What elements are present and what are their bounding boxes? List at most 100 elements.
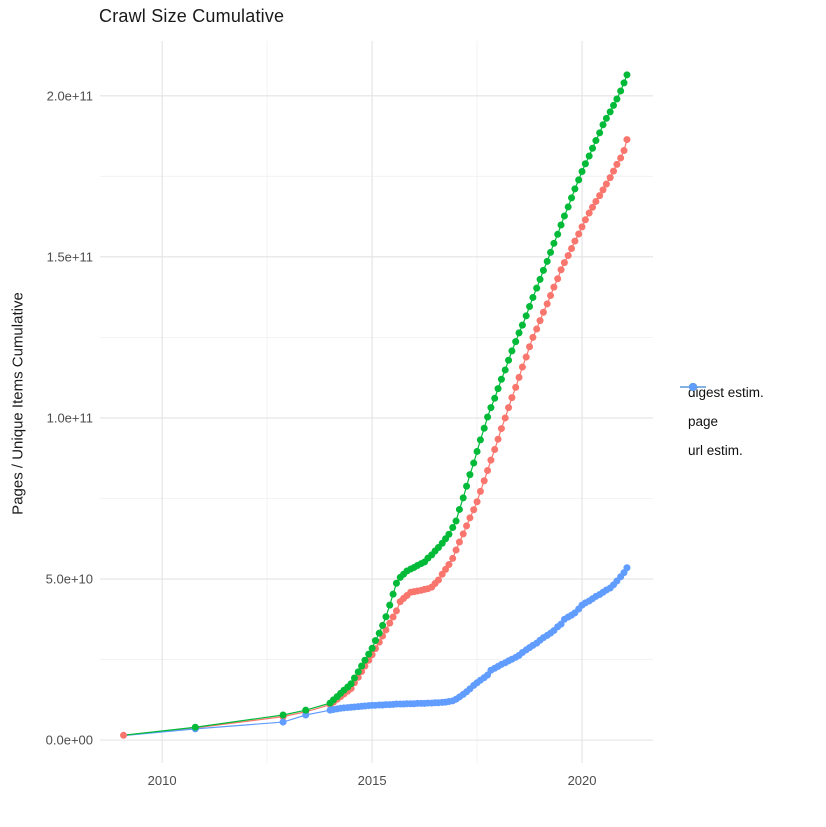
data-point <box>578 223 586 231</box>
data-point <box>463 522 471 530</box>
data-point <box>392 607 400 615</box>
data-point <box>613 95 621 103</box>
data-point <box>547 292 555 300</box>
data-point <box>610 167 618 175</box>
data-point <box>571 185 579 193</box>
data-point <box>445 530 453 538</box>
grid-minor <box>100 41 653 763</box>
data-point <box>602 114 610 122</box>
data-point <box>389 590 397 598</box>
data-point <box>589 203 597 211</box>
legend-item: url estim. <box>678 383 764 465</box>
data-point <box>449 523 457 531</box>
data-point <box>459 494 467 502</box>
y-tick-label: 5.0e+10 <box>46 572 93 587</box>
data-point <box>476 436 484 444</box>
data-point <box>368 644 376 652</box>
data-point <box>350 674 358 682</box>
data-point <box>533 284 541 292</box>
data-point <box>613 160 621 168</box>
data-point <box>617 87 625 95</box>
data-point <box>578 167 586 175</box>
data-point <box>575 176 583 184</box>
data-point <box>550 239 558 247</box>
y-tick-label: 0.0e+00 <box>46 733 93 748</box>
data-point <box>539 308 547 316</box>
x-tick-label: 2015 <box>358 773 387 788</box>
data-point <box>358 662 366 670</box>
y-tick-label: 1.5e+11 <box>47 249 93 264</box>
data-point <box>392 579 400 587</box>
data-point <box>347 680 355 688</box>
data-point <box>554 275 562 283</box>
data-point <box>466 514 474 522</box>
data-point <box>543 257 551 265</box>
data-point <box>452 546 460 554</box>
y-tick-label: 2.0e+11 <box>47 88 93 103</box>
data-point <box>434 576 442 584</box>
x-tick-label: 2020 <box>568 773 597 788</box>
data-point <box>487 456 495 464</box>
data-point <box>491 394 499 402</box>
y-tick-label: 1.0e+11 <box>47 410 93 425</box>
data-point <box>526 343 534 351</box>
data-point <box>279 711 287 719</box>
legend-label: page <box>688 414 719 429</box>
chart-title: Crawl Size Cumulative <box>99 6 285 26</box>
data-point <box>592 137 600 145</box>
data-point <box>379 621 387 629</box>
legend-label: digest estim. <box>688 385 764 400</box>
data-point <box>623 71 631 79</box>
data-point <box>557 221 565 229</box>
data-point <box>606 108 614 116</box>
data-point <box>568 244 576 252</box>
data-point <box>445 561 453 569</box>
data-point <box>484 413 492 421</box>
data-point <box>602 180 610 188</box>
data-point <box>536 317 544 325</box>
series-points-page <box>191 71 631 731</box>
data-point <box>354 668 362 676</box>
data-point <box>455 505 463 513</box>
data-point <box>575 230 583 238</box>
data-point <box>302 706 310 714</box>
data-point <box>505 404 513 412</box>
x-tick-label: 2010 <box>148 773 177 788</box>
data-point <box>529 293 537 301</box>
data-point <box>375 629 383 637</box>
data-point <box>596 129 604 137</box>
data-point <box>560 259 568 267</box>
data-point <box>550 283 558 291</box>
data-point <box>382 613 390 621</box>
data-point <box>533 325 541 333</box>
data-point <box>476 487 484 495</box>
data-point <box>497 375 505 383</box>
data-point <box>361 656 369 664</box>
data-point <box>501 414 509 422</box>
data-point <box>512 383 520 391</box>
data-point <box>610 101 618 109</box>
data-point <box>568 194 576 202</box>
data-point <box>494 385 502 393</box>
data-point <box>480 477 488 485</box>
data-point <box>491 446 499 454</box>
data-point <box>522 312 530 320</box>
data-point <box>539 266 547 274</box>
data-point <box>191 723 199 731</box>
data-point <box>589 144 597 152</box>
data-point <box>606 174 614 182</box>
data-point <box>620 79 628 87</box>
data-point <box>494 435 502 443</box>
data-point <box>501 366 509 374</box>
data-point <box>371 637 379 645</box>
data-point <box>459 530 467 538</box>
data-point <box>536 275 544 283</box>
data-point <box>508 394 516 402</box>
data-point <box>470 459 478 467</box>
data-point <box>543 300 551 308</box>
tick-labels: 0.0e+00 5.0e+10 1.0e+11 1.5e+11 2.0e+11 2010 2… <box>46 88 597 788</box>
data-point <box>554 230 562 238</box>
data-point <box>515 373 523 381</box>
data-point <box>389 613 397 621</box>
